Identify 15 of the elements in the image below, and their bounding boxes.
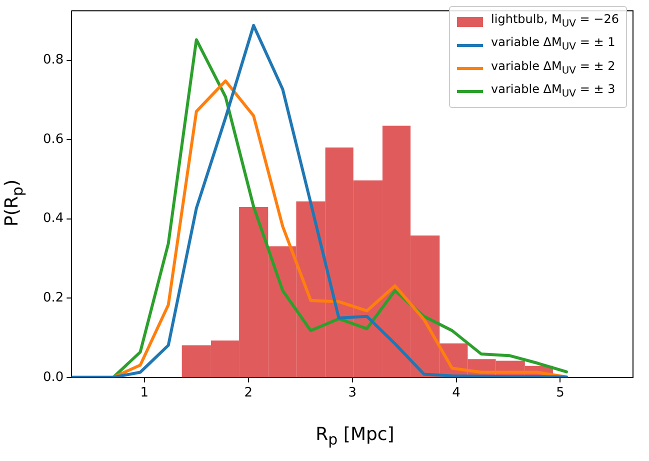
legend-label: variable ΔM$_{UV}$ = ± 2 (491, 58, 616, 78)
legend-label: variable ΔM$_{UV}$ = ± 1 (491, 34, 616, 55)
legend-label: lightbulb, M$_{UV}$ = −26 (491, 11, 619, 32)
x-axis-title: R$_{p}$ [Mpc] (314, 424, 396, 449)
y-tick-label: 0.6 (42, 132, 64, 147)
x-tick-label: 2 (244, 386, 253, 401)
y-tick-label: 0.0 (42, 370, 64, 385)
x-tick-label: 5 (556, 386, 564, 401)
y-tick-label: 0.4 (42, 211, 64, 226)
x-tick-label: 3 (348, 386, 356, 401)
y-tick-label: 0.8 (42, 52, 64, 68)
x-tick-label: 1 (140, 386, 149, 401)
x-tick-label: 4 (452, 386, 460, 401)
y-tick-label: 0.2 (42, 290, 64, 306)
legend-label: variable ΔM$_{UV}$ = ± 3 (491, 81, 616, 102)
